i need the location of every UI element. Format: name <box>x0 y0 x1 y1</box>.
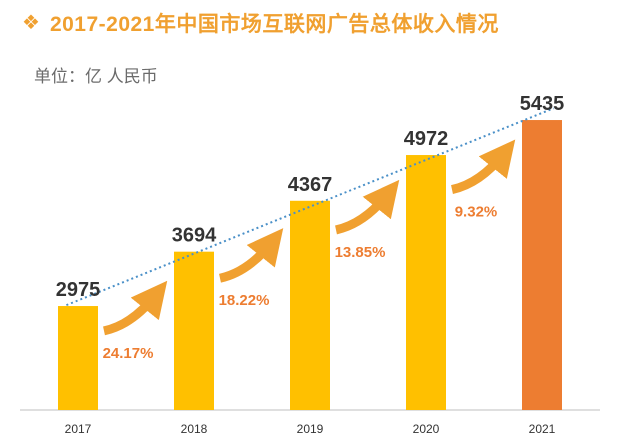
growth-layer: 24.17% 18.22% 13.85% 9.32% <box>102 139 516 362</box>
growth-arrow-icon <box>102 280 168 336</box>
bar-2018 <box>174 251 214 410</box>
chart-title: 2017-2021年中国市场互联网广告总体收入情况 <box>49 13 499 36</box>
x-tick-2021: 2021 <box>529 422 556 436</box>
bar-2019 <box>290 200 330 410</box>
value-label-2020: 4972 <box>404 128 449 150</box>
value-label-2019: 4367 <box>288 174 333 196</box>
growth-rate-label: 13.85% <box>335 244 386 261</box>
labels-layer: 2975 2017 3694 2018 4367 2019 4972 2020 5435 2021 <box>56 93 565 436</box>
unit-label: 单位：亿 人民币 <box>34 67 158 86</box>
growth-arrow-icon <box>218 228 284 283</box>
x-tick-2017: 2017 <box>65 422 92 436</box>
bar-2017 <box>58 306 98 410</box>
diamond-bullet-icon: ❖ <box>22 12 40 34</box>
growth-rate-label: 9.32% <box>455 204 498 221</box>
bar-2021 <box>522 120 562 410</box>
growth-rate-label: 18.22% <box>219 292 270 309</box>
growth-arrow-icon <box>334 179 400 235</box>
x-tick-2019: 2019 <box>297 422 324 436</box>
x-tick-2018: 2018 <box>181 422 208 436</box>
chart-title-row: ❖ 2017-2021年中国市场互联网广告总体收入情况 <box>22 8 499 38</box>
bar-2020 <box>406 155 446 410</box>
x-tick-2020: 2020 <box>413 422 440 436</box>
value-label-2017: 2975 <box>56 279 101 301</box>
bars-layer <box>20 120 600 411</box>
value-label-2018: 3694 <box>172 225 217 247</box>
growth-arrow-icon <box>450 139 516 194</box>
value-label-2021: 5435 <box>520 93 565 115</box>
growth-rate-label: 24.17% <box>103 345 154 362</box>
